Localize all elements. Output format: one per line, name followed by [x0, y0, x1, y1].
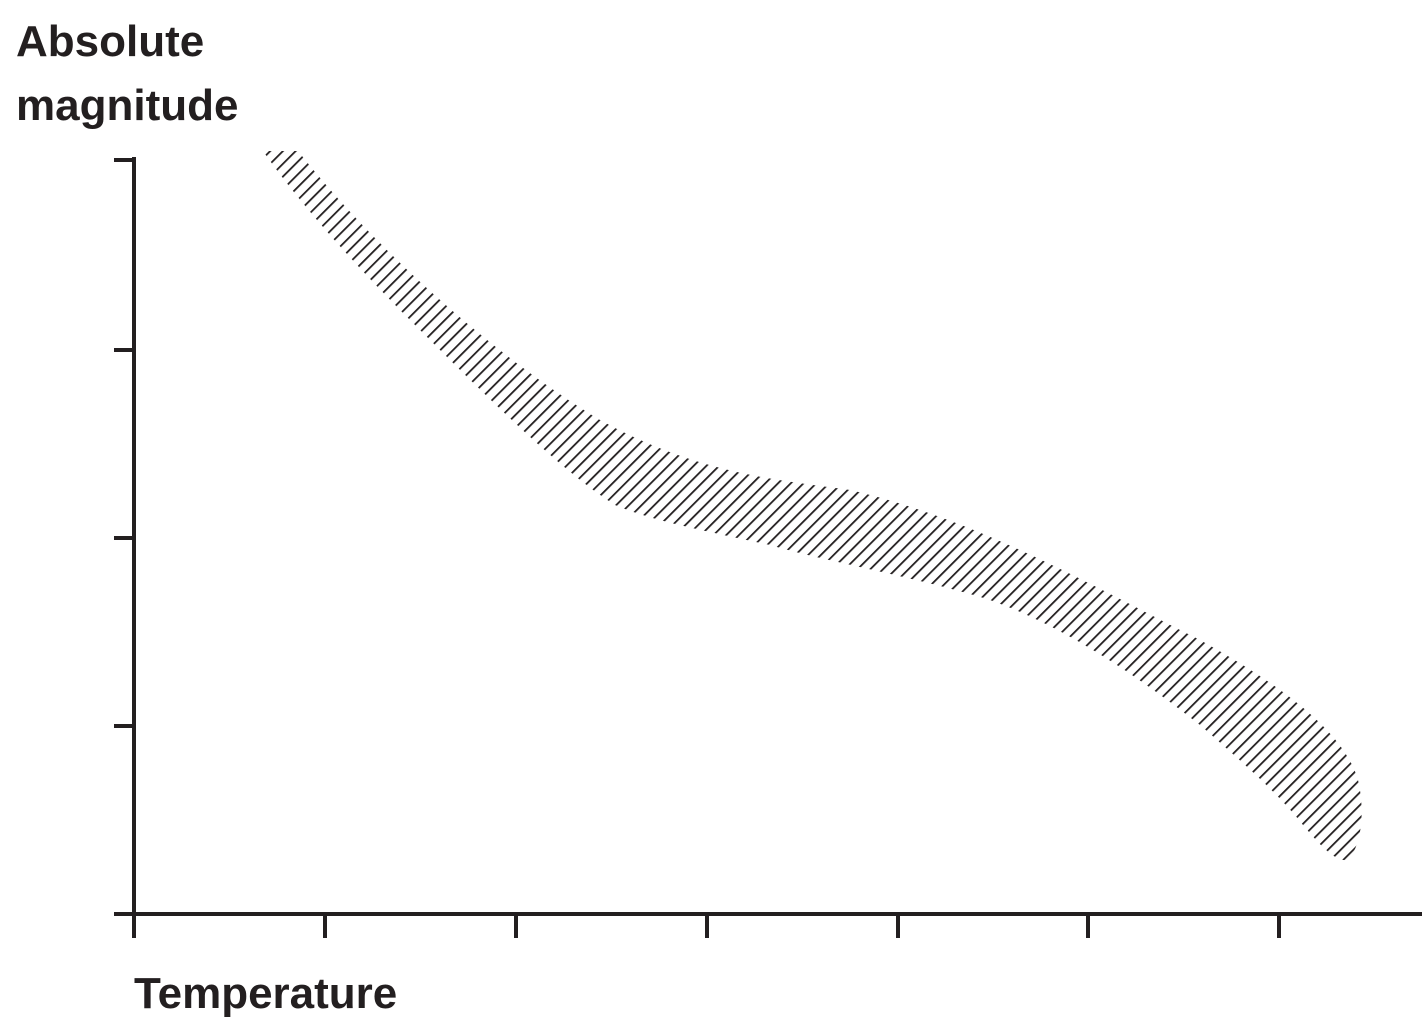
y-axis-label: Absolute magnitude [16, 10, 238, 138]
y-axis-label-line2: magnitude [16, 81, 239, 130]
y-axis-label-line1: Absolute [16, 17, 205, 66]
hatched-band [263, 151, 1362, 861]
x-axis-label: Temperature [134, 969, 398, 1018]
